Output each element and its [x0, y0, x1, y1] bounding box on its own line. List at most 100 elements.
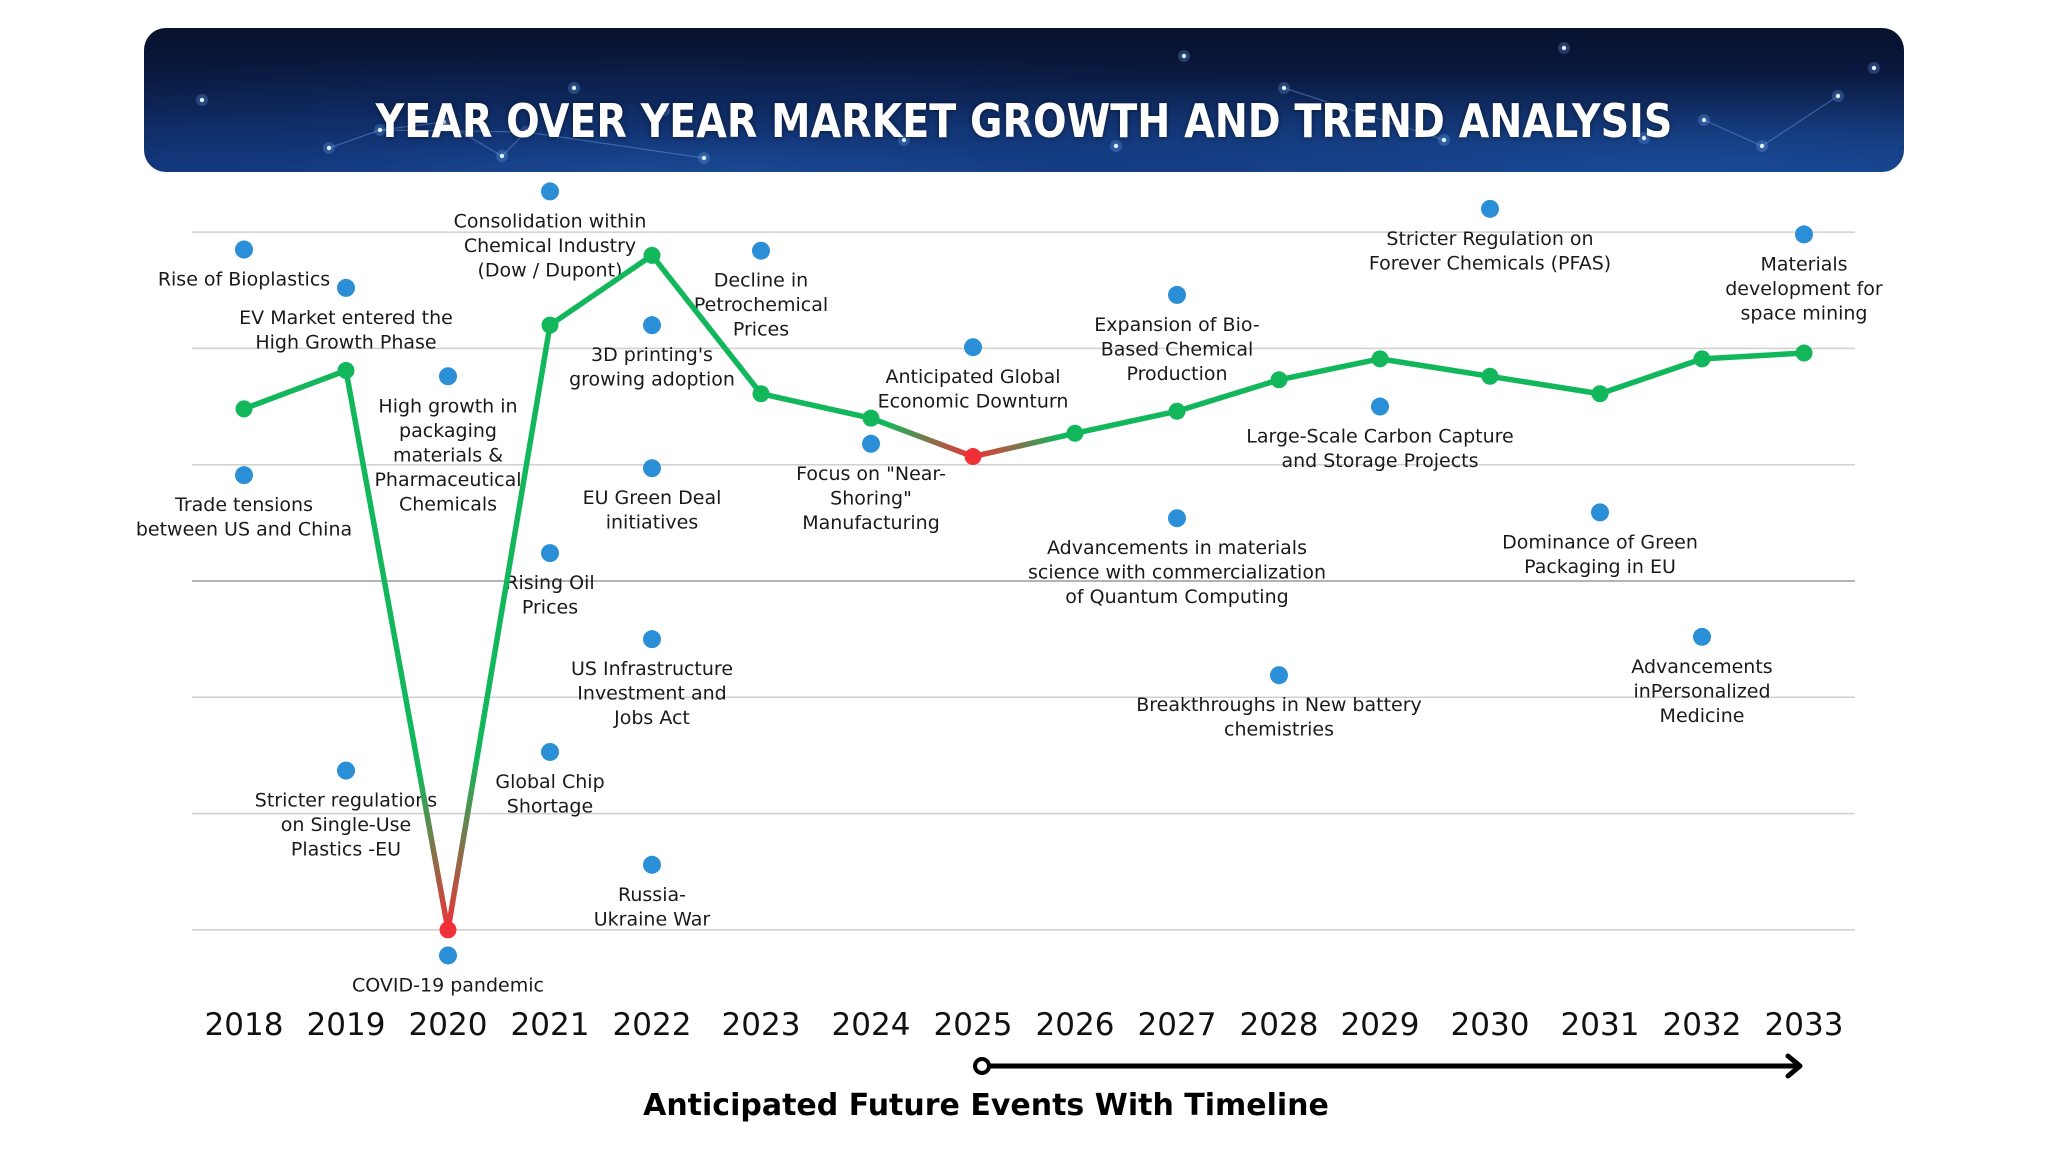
- x-tick-label: 2020: [409, 1007, 488, 1043]
- event-label: High growth in packaging materials & Pharma…: [374, 395, 521, 515]
- event-dot: [439, 946, 457, 965]
- star-link: [379, 121, 445, 131]
- event-annotation: Russia-Ukraine War: [594, 855, 711, 931]
- star-link: [379, 129, 527, 133]
- star: [326, 145, 332, 151]
- event-label: COVID-19 pandemic: [352, 974, 544, 996]
- event-dot: [1371, 397, 1389, 416]
- event-label: Decline in Petrochemical Prices: [694, 270, 828, 341]
- event-annotation: COVID-19 pandemic: [352, 946, 544, 996]
- event-label-line: Anticipated Global: [885, 366, 1060, 388]
- event-dot: [1795, 225, 1813, 244]
- event-label: 3D printing's growing adoption: [569, 344, 735, 391]
- event-dot: [1168, 285, 1186, 304]
- event-label-line: Materials: [1760, 253, 1847, 275]
- growth-point: [1795, 344, 1813, 362]
- event-label-line: Based Chemical: [1101, 338, 1254, 360]
- star: [1281, 85, 1287, 91]
- event-dot: [1693, 627, 1711, 646]
- x-tick-label: 2026: [1036, 1007, 1115, 1043]
- star: [661, 107, 667, 113]
- event-dot: [643, 316, 661, 335]
- event-label-line: Plastics -EU: [291, 839, 401, 861]
- growth-point: [1066, 424, 1084, 442]
- event-label-line: Consolidation within: [454, 210, 647, 232]
- event-annotation: Dominance of Green Packaging in EU: [1502, 503, 1698, 578]
- event-annotation: Large-Scale Carbon Capture and Storage Pr…: [1246, 397, 1514, 472]
- event-annotation: Advancements in materials science with co…: [1028, 509, 1326, 608]
- event-label-line: packaging: [399, 420, 497, 442]
- x-tick-label: 2025: [934, 1007, 1013, 1043]
- future-timeline: [973, 1053, 1803, 1079]
- growth-line-segment: [970, 430, 1078, 460]
- growth-line-segment: [1072, 408, 1180, 437]
- event-label-line: chemistries: [1224, 719, 1334, 741]
- event-annotation: Focus on "Near-Shoring" Manufacturing: [796, 434, 946, 534]
- growth-line-segment: [758, 391, 874, 421]
- event-label: Russia-Ukraine War: [594, 884, 711, 931]
- star: [1561, 45, 1567, 51]
- event-label-line: Jobs Act: [613, 707, 690, 729]
- star: [499, 153, 505, 159]
- event-label-line: growing adoption: [569, 369, 735, 391]
- x-tick-label: 2032: [1663, 1007, 1742, 1043]
- x-axis: 2018 2019 2020 2021 2022 2023 2024 2025 2026 2027…: [205, 1007, 1844, 1043]
- star: [1701, 117, 1707, 123]
- x-tick-label: 2021: [511, 1007, 590, 1043]
- x-tick-label: 2029: [1341, 1007, 1420, 1043]
- star: [1113, 143, 1119, 149]
- event-label-line: Packaging in EU: [1524, 556, 1676, 578]
- star: [377, 127, 383, 133]
- event-label-line: Breakthroughs in New battery: [1136, 694, 1422, 716]
- x-tick-label: 2023: [722, 1007, 801, 1043]
- event-dot: [643, 630, 661, 649]
- event-label-line: initiatives: [606, 512, 699, 534]
- event-label-line: High growth in: [378, 395, 517, 417]
- event-label: EU Green Deal initiatives: [583, 487, 722, 534]
- event-annotation: Trade tensions between US and China: [136, 466, 352, 541]
- event-label-line: Chemical Industry: [464, 235, 636, 257]
- growth-point: [235, 400, 253, 418]
- growth-line-segment: [868, 415, 976, 460]
- event-dot: [337, 278, 355, 297]
- event-label-line: Shortage: [507, 795, 593, 817]
- event-label-line: Ukraine War: [594, 908, 711, 930]
- event-dot: [1270, 666, 1288, 685]
- event-label-line: (Dow / Dupont): [478, 259, 623, 281]
- event-dot: [1481, 199, 1499, 218]
- growth-points: [235, 246, 1813, 939]
- event-label-line: Russia-: [618, 884, 686, 906]
- timeline-arrow-head: [1785, 1053, 1803, 1079]
- timeline-caption: Anticipated Future Events With Timeline: [643, 1088, 1329, 1123]
- event-label-line: Advancements in materials: [1047, 537, 1307, 559]
- event-label-line: inPersonalized: [1633, 680, 1770, 702]
- event-annotation: EU Green Deal initiatives: [583, 459, 722, 534]
- star: [1759, 143, 1765, 149]
- star: [1641, 135, 1647, 141]
- growth-point: [1693, 350, 1711, 368]
- page-title: YEAR OVER YEAR MARKET GROWTH AND TREND A…: [375, 94, 1673, 148]
- event-dot: [643, 459, 661, 478]
- event-label: Breakthroughs in New battery chemistries: [1136, 694, 1422, 741]
- growth-point-low: [439, 921, 457, 939]
- event-label-line: Prices: [733, 319, 789, 341]
- star: [1441, 137, 1447, 143]
- event-label: Dominance of Green Packaging in EU: [1502, 531, 1698, 578]
- star-link: [1283, 87, 1445, 141]
- star: [441, 119, 447, 125]
- event-annotation: 3D printing's growing adoption: [569, 316, 735, 391]
- event-dot: [541, 544, 559, 563]
- star-link: [1761, 95, 1839, 147]
- event-label-line: EU Green Deal: [583, 487, 722, 509]
- event-dot: [235, 466, 253, 485]
- title-banner: YEAR OVER YEAR MARKET GROWTH AND TREND A…: [144, 28, 1904, 172]
- event-label: Advancements inPersonalized Medicine: [1631, 656, 1772, 727]
- growth-line-segment: [445, 322, 553, 933]
- event-annotations: Rise of Bioplastics Trade tensions between…: [136, 182, 1883, 996]
- event-dot: [1168, 509, 1186, 528]
- star: [1835, 93, 1841, 99]
- event-label-line: High Growth Phase: [255, 331, 436, 353]
- event-label-line: Rising Oil: [505, 572, 594, 594]
- event-label: Expansion of Bio-Based Chemical Productio…: [1094, 314, 1259, 385]
